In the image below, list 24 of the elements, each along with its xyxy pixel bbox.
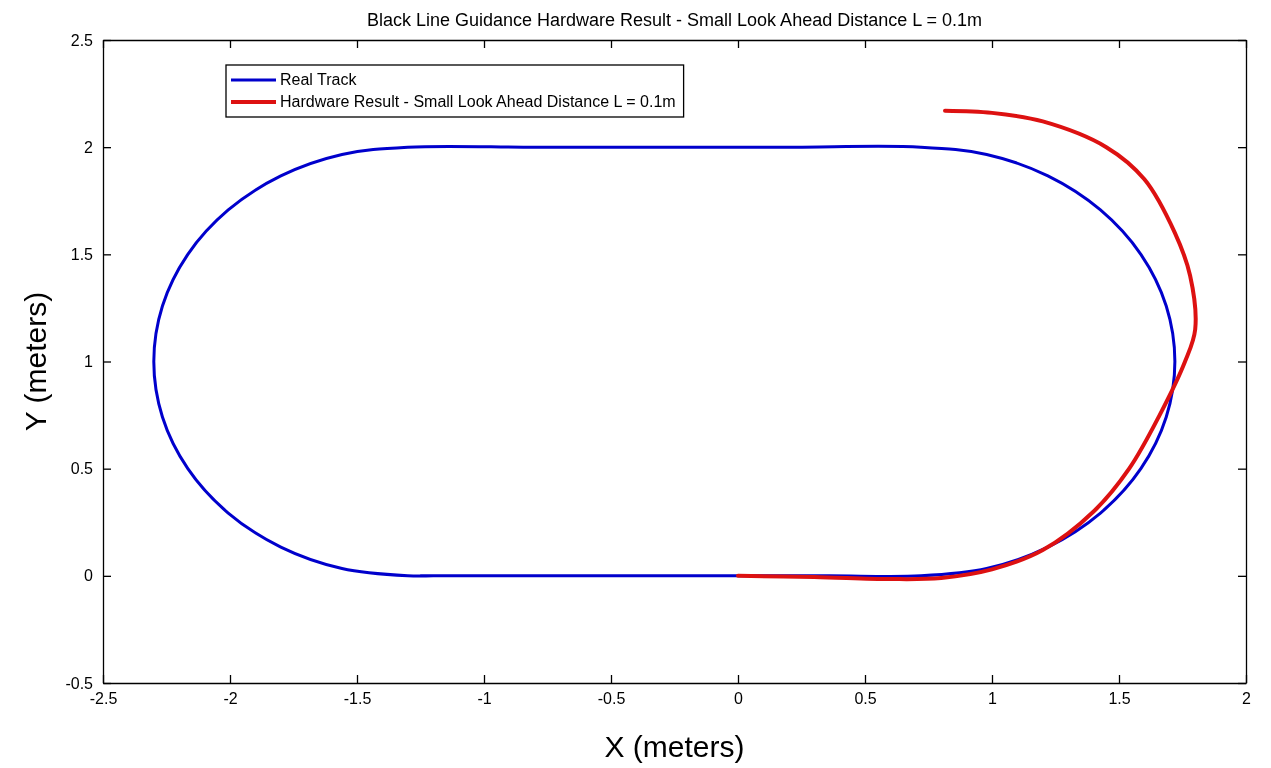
y-tick-label: 0 xyxy=(84,567,94,585)
legend-label: Hardware Result - Small Look Ahead Distance L = 0.1m xyxy=(280,93,676,110)
line-series xyxy=(152,144,1177,578)
x-tick-label: -1.5 xyxy=(343,690,372,708)
y-axis-title: Y (meters) xyxy=(19,291,52,432)
y-tick-label: 2.5 xyxy=(70,31,94,49)
x-axis-title: X (meters) xyxy=(604,730,745,763)
y-tick-label: 2 xyxy=(84,138,94,156)
x-tick-label: 2 xyxy=(1242,690,1252,708)
legend-label: Real Track xyxy=(280,71,358,88)
x-tick-label: -1 xyxy=(477,690,492,708)
x-tick-label: 0.5 xyxy=(854,690,877,708)
x-tick-label: -2 xyxy=(223,690,238,708)
y-tick-label: 1.5 xyxy=(70,245,94,263)
y-tick-label: -0.5 xyxy=(65,674,94,692)
x-tick-label: -0.5 xyxy=(597,690,626,708)
line-series xyxy=(736,108,1198,582)
x-tick-label: 1 xyxy=(988,690,998,708)
x-tick-label: 0 xyxy=(734,690,744,708)
x-tick-label: 1.5 xyxy=(1108,690,1131,708)
y-tick-label: 0.5 xyxy=(70,460,94,478)
x-tick-label: -2.5 xyxy=(89,690,118,708)
chart-title: Black Line Guidance Hardware Result - Small Look Ahead Distance L = 0.1m xyxy=(366,10,983,30)
y-tick-label: 1 xyxy=(84,353,94,371)
